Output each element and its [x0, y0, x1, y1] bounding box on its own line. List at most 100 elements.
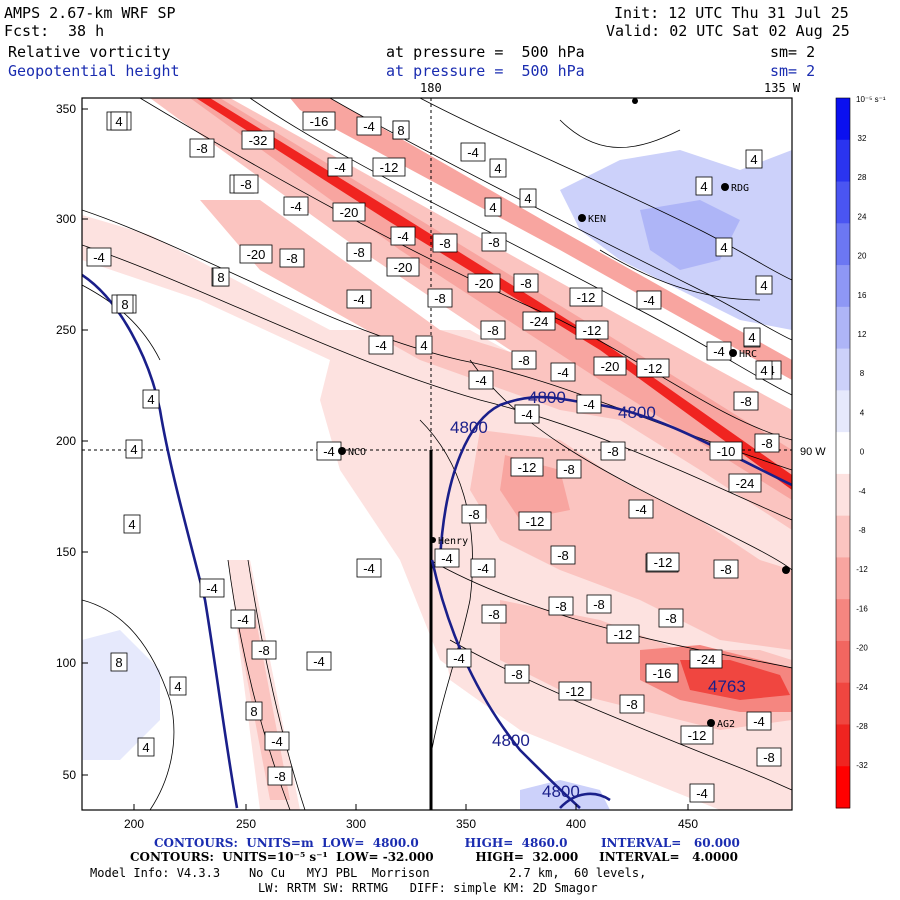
vort-label-text: -8	[518, 353, 530, 368]
vort-contour-label: -10	[709, 441, 743, 461]
vort-label-box	[689, 649, 723, 669]
vort-contour-label: -4	[346, 289, 372, 309]
vort-label-box	[556, 459, 582, 479]
station-marker	[782, 566, 790, 574]
vort-jet-band-outer	[150, 98, 792, 530]
vort-contour-label: -8	[233, 174, 259, 194]
colorbar-swatch	[836, 682, 850, 725]
vort-contour-label: 4	[142, 389, 160, 409]
vort-label-text: 4	[130, 442, 137, 457]
vort-label-box	[519, 188, 537, 208]
vort-label-box	[743, 327, 761, 347]
vort-label-box	[695, 176, 713, 196]
x-tick-label: 200	[124, 817, 144, 831]
colorbar-tick-label: -8	[858, 526, 866, 535]
vort-label-text: 4	[494, 161, 501, 176]
vort-label-box	[481, 604, 507, 624]
vort-label-box	[481, 232, 507, 252]
vort-label-text: -8	[626, 697, 638, 712]
colorbar-tick-label: -12	[856, 565, 868, 574]
footer-model-info: Model Info: V4.3.3 No Cu MYJ PBL Morriso…	[90, 866, 647, 880]
vort-label-text: -4	[635, 502, 647, 517]
colorbar-swatch	[836, 724, 850, 767]
vort-label-box	[468, 370, 494, 390]
height-label: 4800	[492, 731, 530, 750]
vort-label-box	[510, 457, 544, 477]
vort-label-box	[575, 320, 609, 340]
vort-label-text: -8	[720, 562, 732, 577]
field2-level: at pressure = 500 hPa	[386, 62, 585, 80]
vort-label-box	[645, 663, 679, 683]
vort-contour-label: -4	[86, 247, 112, 267]
vort-contour-label: 4	[484, 197, 502, 217]
vort-label-text: -12	[614, 627, 633, 642]
vort-contour-label: -4	[283, 196, 309, 216]
vort-label-box	[199, 578, 225, 598]
vort-label-box	[606, 624, 640, 644]
vort-label-text: -4	[206, 581, 218, 596]
x-tick-label: 250	[236, 817, 256, 831]
vort-label-text: -4	[696, 786, 708, 801]
colorbar-tick-label: 32	[858, 134, 867, 143]
stations: NCO Henry RDG KEN HRC AG2	[338, 98, 790, 730]
vort-contour-label: -4	[468, 370, 494, 390]
vort-label-text: -8	[196, 141, 208, 156]
colorbar-swatch	[836, 640, 850, 684]
vort-label-text: -4	[583, 397, 595, 412]
station-marker	[632, 98, 638, 104]
vort-label-box	[484, 197, 502, 217]
colorbar-swatch	[836, 223, 850, 266]
x-tick-label: 450	[678, 817, 698, 831]
footer-physics-info: LW: RRTM SW: RRTMG DIFF: simple KM: 2D S…	[258, 881, 598, 895]
vort-label-box	[346, 242, 372, 262]
height-labels: 4800 4800 4800 4800 4800 4763	[450, 388, 746, 801]
vort-label-box	[306, 651, 332, 671]
vort-contour-label: -4	[514, 404, 540, 424]
height-label: 4763	[708, 677, 746, 696]
vort-contour-label: -4	[706, 341, 732, 361]
vort-label-text: -4	[475, 373, 487, 388]
vort-label-box	[279, 248, 305, 268]
vort-label-text: 8	[121, 297, 128, 312]
vort-label-text: -8	[468, 507, 480, 522]
vort-label-box	[746, 711, 772, 731]
vort-label-text: -8	[488, 235, 500, 250]
colorbar-tick-label: 8	[860, 369, 865, 378]
vort-label-text: -4	[290, 199, 302, 214]
vort-label-box	[356, 558, 382, 578]
vort-label-box	[264, 731, 290, 751]
vort-label-box	[709, 441, 743, 461]
vort-contour-label: -8	[432, 233, 458, 253]
vort-label-text: -12	[380, 160, 399, 175]
vort-label-box	[619, 694, 645, 714]
vort-label-box	[511, 350, 537, 370]
vort-label-text: 4	[748, 330, 755, 345]
colorbar-swatch	[836, 181, 850, 224]
vort-contour-label: -20	[386, 257, 420, 277]
vort-label-box	[137, 737, 155, 757]
vort-label-text: -4	[643, 293, 655, 308]
footer-vort-contours: CONTOURS: UNITS=10⁻⁵ s⁻¹ LOW= -32.000 HI…	[130, 850, 738, 864]
height-label: 4800	[450, 418, 488, 437]
vort-contour-label: -12	[372, 157, 406, 177]
vort-label-box	[489, 158, 507, 178]
vort-positive-sw	[82, 630, 160, 760]
vort-contour-label: -12	[569, 287, 603, 307]
map-fields	[82, 98, 792, 810]
vort-label-box	[728, 473, 762, 493]
vort-contour-label: -8	[189, 138, 215, 158]
station-label: NCO	[348, 447, 366, 458]
height-contours	[82, 273, 792, 809]
vort-label-text: -4	[453, 651, 465, 666]
vort-label-box	[427, 288, 453, 308]
vort-label-text: -8	[593, 597, 605, 612]
lon-label-180: 180	[420, 81, 442, 95]
station-label: Henry	[438, 536, 468, 547]
height-label: 4800	[528, 388, 566, 407]
vort-label-box	[356, 116, 382, 136]
model-title: AMPS 2.67-km WRF SP	[4, 4, 176, 22]
vort-contour-label: -4	[327, 157, 353, 177]
vort-label-box	[327, 157, 353, 177]
vort-label-box	[267, 766, 293, 786]
vort-contour-label: -8	[658, 608, 684, 628]
